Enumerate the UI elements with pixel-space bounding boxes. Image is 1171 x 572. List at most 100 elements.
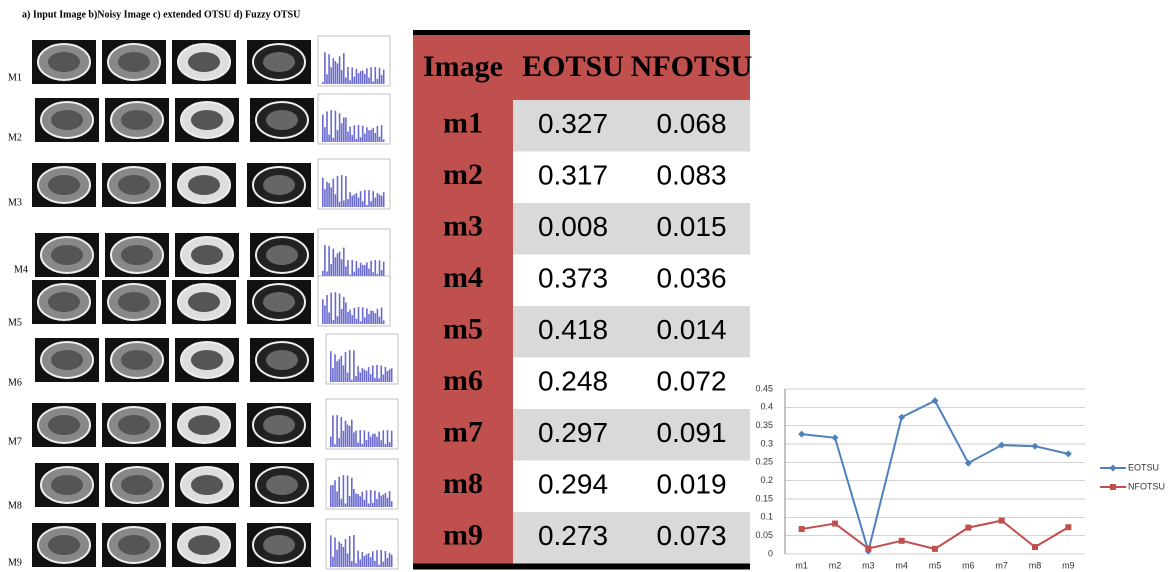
histogram-bar [338,541,340,567]
scan-inner [188,535,220,555]
histogram-bar [332,415,334,447]
histogram-bar [335,61,337,84]
histogram-bar [334,354,336,382]
table-value: 0.073 [656,520,726,551]
histogram-bar [330,351,332,382]
histogram-bar [380,365,382,382]
marker [999,518,1005,524]
histogram-bar [381,196,383,207]
marker [799,526,805,532]
histogram-bar [378,492,380,507]
histogram-bar [345,302,347,324]
histogram-bar [383,430,385,447]
histogram-bar [362,126,364,142]
histogram-bar [385,444,387,447]
table: ImageEOTSUNFOTSUm10.3270.068m20.3170.083… [413,30,752,570]
histogram-bar [358,73,360,84]
row-header: m5 [443,313,483,346]
scan-inner [191,350,223,370]
histogram-bar [368,367,370,382]
histogram-bar [391,501,393,507]
histogram-bar [381,307,383,324]
histogram-bar [372,503,374,507]
histogram-bar [357,366,359,382]
row-label: M9 [8,557,22,568]
histogram-bar [324,52,326,84]
marker [932,397,939,404]
histogram-bar [336,415,338,447]
histogram-bar [330,535,332,567]
histogram-bar [375,67,377,84]
caption: a) Input Image b)Noisy Image c) extended… [22,9,300,20]
histogram-bar [347,425,349,447]
histogram-bar [347,373,349,382]
histogram-bar [337,253,339,277]
histogram-bar [370,310,372,324]
histogram-bar [328,135,330,142]
histogram-bar [347,554,349,567]
histogram-bar [372,311,374,324]
histogram-bar [377,193,379,207]
column-header: NFOTSU [631,50,753,83]
scan-inner [266,475,298,495]
histogram-bar [383,70,385,84]
histogram-bar [349,496,351,507]
histogram-bar [383,320,385,324]
histogram-bar [351,196,353,207]
scan-inner [118,535,150,555]
row-label: M4 [14,264,28,275]
marker [1065,450,1072,457]
histogram-bar [341,123,343,142]
histogram-bar [356,139,358,142]
histogram-bar [339,252,341,277]
histogram-bar [351,260,353,277]
histogram-bar [362,368,364,382]
y-tick-label: 0 [768,548,773,558]
scan-inner [188,415,220,435]
histogram-bar [332,368,334,382]
x-tick-label: m7 [995,560,1008,570]
histogram-bar [358,268,360,277]
x-tick-label: m3 [862,560,875,570]
histogram-bar [335,292,337,324]
histogram-bar [351,67,353,84]
histogram-bar [383,192,385,207]
histogram-bar [360,71,362,84]
histogram-bar [341,175,343,207]
histogram-bar [383,374,385,382]
histogram-bar [377,126,379,142]
histogram-bar [387,430,389,447]
histogram-bar [343,431,345,447]
histogram-bar [385,551,387,567]
table-value: 0.008 [538,211,608,242]
histogram-bar [328,54,330,84]
histogram-bar [338,477,340,507]
histogram-bar [341,417,343,447]
histogram-bar [377,309,379,324]
histogram-bar [357,442,359,447]
table-value: 0.068 [656,108,726,139]
histogram-bar [353,350,355,382]
histogram-bar [341,259,343,277]
histogram-bar [347,312,349,324]
histogram-bar [364,318,366,324]
histogram-bar [322,178,324,207]
histogram-bar [349,80,351,84]
table-top-rule [413,30,750,35]
histogram-bar [328,312,330,324]
marker [898,414,905,421]
histogram-bar [324,305,326,324]
histogram-bar [357,550,359,567]
scan-inner [266,245,298,265]
row-label: M7 [8,436,22,447]
scan-inner [51,110,83,130]
scan-inner [188,52,220,72]
histogram-bar [351,315,353,324]
histogram-bar [362,307,364,324]
histogram-bar [381,125,383,142]
histogram-bar [347,67,349,84]
scan-inner [48,415,80,435]
histogram-bar [387,558,389,567]
marker [1065,524,1071,530]
